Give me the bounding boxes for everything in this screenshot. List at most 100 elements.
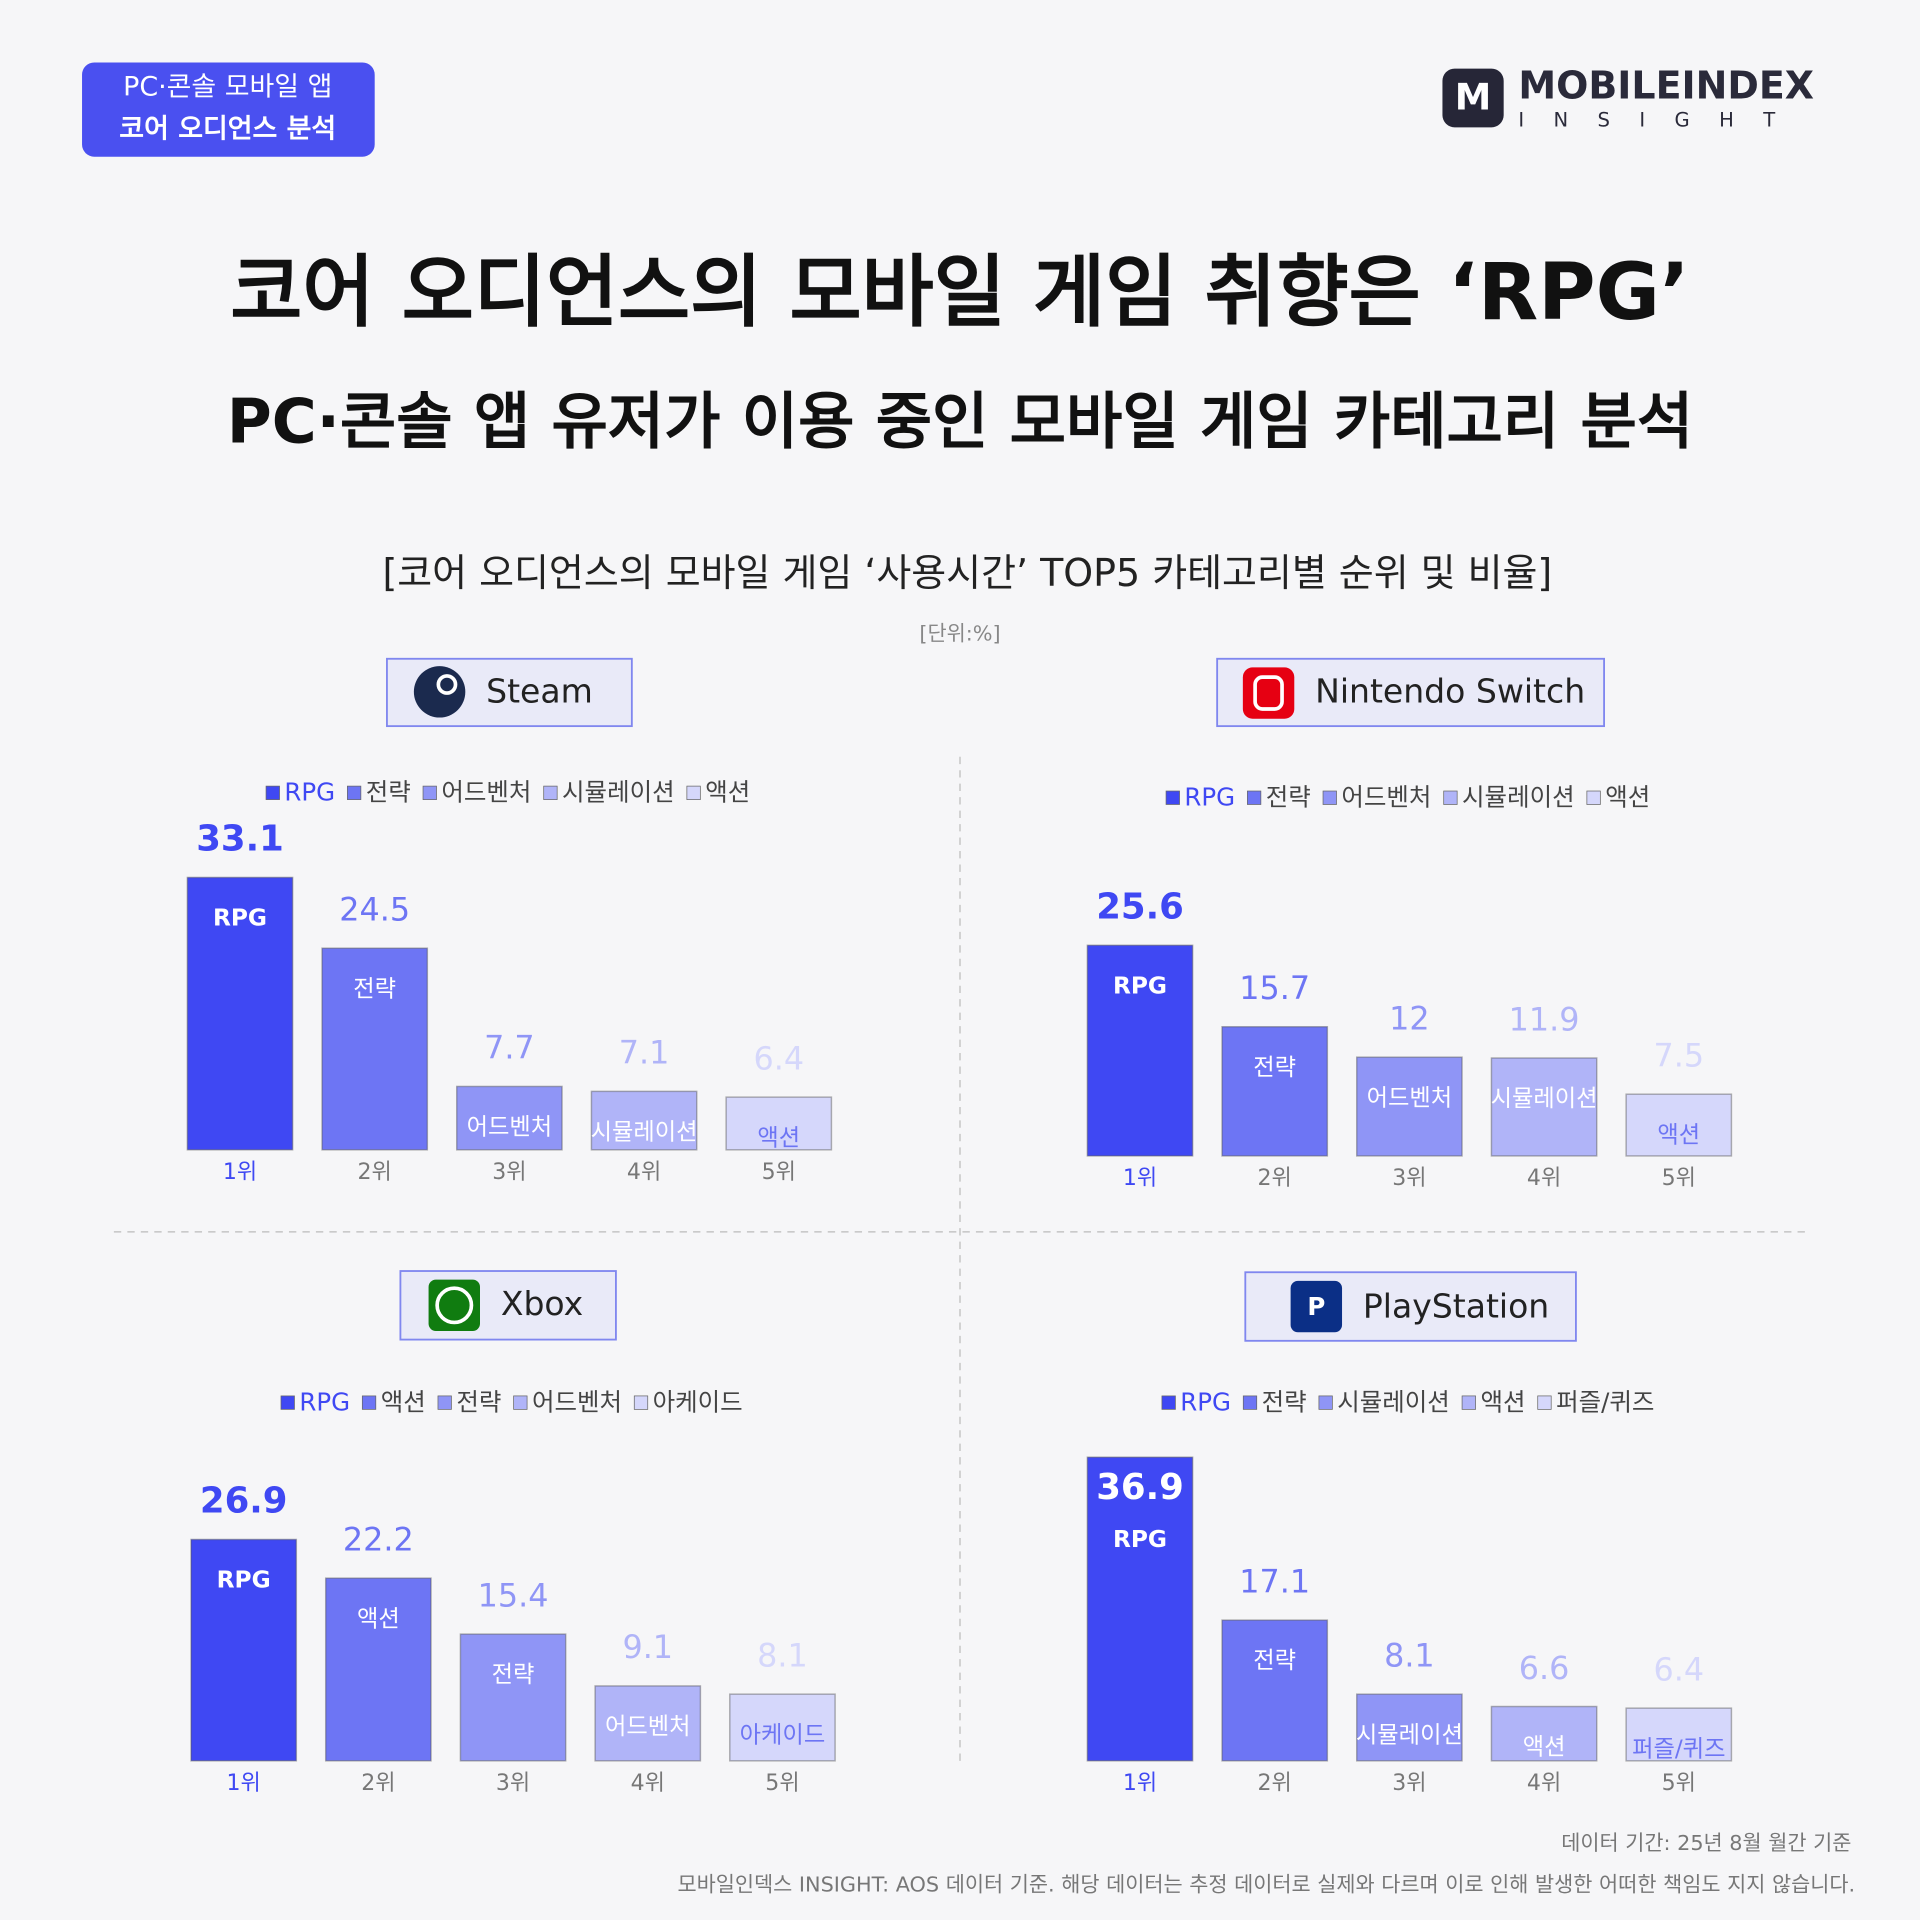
bar (1086, 1456, 1194, 1762)
bar (456, 1085, 563, 1151)
legend-label: 전략 (1262, 1387, 1307, 1416)
legend-swatch (1322, 790, 1337, 805)
bar (725, 1096, 833, 1151)
value-label: 24.5 (339, 890, 410, 928)
rank-label: 1위 (1123, 1771, 1157, 1796)
platform-title: PlayStation (1363, 1286, 1549, 1325)
rank-label: 4위 (627, 1160, 661, 1185)
legend-label: 어드벤처 (441, 777, 531, 806)
footer-note: 모바일인덱스 INSIGHT: AOS 데이터 기준. 해당 데이터는 추정 데… (677, 1873, 1855, 1897)
bar (1086, 944, 1194, 1157)
legend-swatch (1586, 790, 1601, 805)
bar-category-label: 전략 (1253, 1054, 1296, 1081)
rank-label: 4위 (631, 1771, 665, 1796)
switch-icon (1242, 667, 1295, 719)
bar (1221, 1025, 1329, 1157)
legend-label: 전략 (366, 777, 411, 806)
playstation-icon (1290, 1280, 1343, 1333)
bar-category-label: RPG (1113, 972, 1167, 999)
bar-category-label: 액션 (757, 1124, 800, 1151)
bar (1490, 1705, 1598, 1762)
logo-sub: INSIGHT (1518, 109, 1804, 132)
bar-category-label: RPG (213, 905, 267, 932)
value-label: 36.9 (1096, 1467, 1184, 1508)
badge-line: PC·콘솔 모바일 앱 (123, 72, 332, 103)
legend-swatch (1165, 790, 1180, 805)
legend-label: 액션 (1605, 782, 1650, 811)
legend-swatch (347, 785, 362, 800)
legend-label: 시뮬레이션 (1337, 1387, 1450, 1416)
playstation-icon: P (1307, 1292, 1325, 1321)
rank-label: 3위 (492, 1160, 526, 1185)
value-label: 15.4 (478, 1576, 549, 1614)
rank-label: 3위 (496, 1771, 530, 1796)
value-label: 26.9 (200, 1481, 288, 1522)
bar-category-label: 어드벤처 (605, 1713, 691, 1740)
value-label: 15.7 (1239, 969, 1310, 1007)
legend-swatch (543, 785, 558, 800)
legend-swatch (280, 1395, 295, 1410)
bar-category-label: RPG (217, 1567, 271, 1594)
value-label: 6.4 (753, 1039, 804, 1077)
rank-label: 1위 (1123, 1166, 1157, 1191)
bar-category-label: 전략 (1253, 1647, 1296, 1674)
platform-title: Steam (486, 672, 593, 711)
bar-category-label: 시뮬레이션 (591, 1119, 698, 1146)
logo-icon (1442, 68, 1504, 128)
section-title: [코어 오디언스의 모바일 게임 ‘사용시간’ TOP5 카테고리별 순위 및 … (382, 551, 1552, 595)
value-label: 9.1 (622, 1628, 673, 1666)
value-label: 11.9 (1509, 1000, 1580, 1038)
rank-label: 1위 (223, 1160, 257, 1185)
legend-swatch (437, 1395, 452, 1410)
value-label: 6.4 (1653, 1650, 1704, 1688)
bar-category-label: 액션 (357, 1605, 400, 1632)
xbox-icon (435, 1286, 474, 1325)
steam-icon (436, 674, 458, 695)
legend-swatch (361, 1395, 377, 1410)
rank-label: 2위 (361, 1771, 395, 1796)
rank-label: 2위 (358, 1160, 392, 1185)
legend-swatch (1461, 1395, 1476, 1410)
bar-category-label: 시뮬레이션 (1356, 1721, 1463, 1748)
bar-category-label: 액션 (1523, 1734, 1566, 1761)
footer-note: 데이터 기간: 25년 8월 월간 기준 (1561, 1831, 1851, 1855)
legend-label: 액션 (1480, 1387, 1525, 1416)
legend-label: 어드벤처 (1341, 782, 1431, 811)
title: 코어 오디언스의 모바일 게임 취향은 ‘RPG’ (230, 247, 1689, 338)
value-label: 12 (1389, 999, 1430, 1037)
logo-name: MOBILEINDEX (1518, 64, 1814, 108)
bar-category-label: 전략 (492, 1661, 535, 1688)
bar (590, 1090, 698, 1151)
rank-label: 5위 (765, 1771, 799, 1796)
legend-label: RPG (1180, 1387, 1231, 1416)
legend-label: 전략 (1266, 782, 1311, 811)
bar (321, 947, 429, 1151)
legend-label: 시뮬레이션 (562, 777, 675, 806)
bar (1221, 1619, 1329, 1762)
rank-label: 3위 (1392, 1771, 1426, 1796)
legend-label: 어드벤처 (532, 1387, 622, 1416)
legend-swatch (513, 1395, 528, 1410)
legend-swatch (1537, 1395, 1552, 1410)
unit: [단위:%] (919, 621, 1000, 645)
bar-category-label: 아케이드 (740, 1721, 826, 1748)
bar (1625, 1093, 1733, 1157)
legend-label: 액션 (381, 1387, 426, 1416)
legend-swatch (633, 1395, 649, 1410)
legend-swatch (1443, 790, 1458, 805)
value-label: 22.2 (343, 1520, 414, 1558)
badge (82, 62, 375, 157)
value-label: 7.5 (1653, 1036, 1704, 1074)
rank-label: 1위 (227, 1771, 261, 1796)
bar-category-label: 어드벤처 (1367, 1084, 1453, 1111)
bar (594, 1685, 702, 1762)
bar (186, 876, 294, 1151)
rank-label: 4위 (1527, 1166, 1561, 1191)
bar-category-label: 어드벤처 (467, 1114, 553, 1141)
rank-label: 3위 (1392, 1166, 1426, 1191)
bar (729, 1693, 836, 1762)
legend-label: 퍼즐/퀴즈 (1556, 1387, 1654, 1416)
bar (324, 1577, 432, 1762)
value-label: 7.1 (619, 1034, 670, 1072)
